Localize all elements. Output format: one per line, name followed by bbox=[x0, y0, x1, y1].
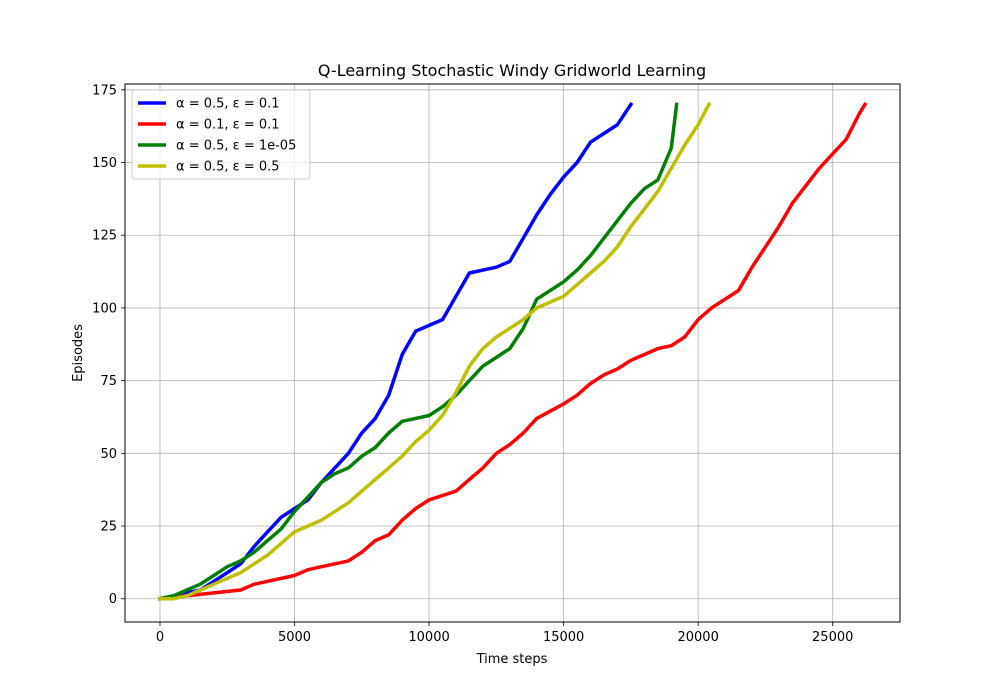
y-tick-label: 100 bbox=[92, 301, 117, 316]
x-tick-label: 5000 bbox=[278, 630, 311, 645]
series-line bbox=[158, 101, 868, 601]
legend-label: α = 0.5, ε = 0.5 bbox=[176, 160, 280, 175]
legend-label: α = 0.1, ε = 0.1 bbox=[176, 118, 280, 133]
y-tick-label: 150 bbox=[92, 156, 117, 171]
series-layer bbox=[157, 101, 868, 601]
y-tick-label: 125 bbox=[92, 229, 117, 244]
series-line bbox=[157, 102, 679, 601]
tick-layer: 0 5000 10000 15000 20000 25000 0 25 50 75 100 125 15… bbox=[92, 83, 853, 645]
x-tick-label: 10000 bbox=[408, 630, 449, 645]
y-axis-label: Episodes bbox=[71, 324, 86, 382]
y-tick-label: 75 bbox=[100, 374, 117, 389]
series-line bbox=[158, 102, 712, 601]
legend-label: α = 0.5, ε = 0.1 bbox=[176, 97, 280, 112]
legend-label: α = 0.5, ε = 1e-05 bbox=[176, 139, 296, 154]
y-tick-label: 50 bbox=[100, 447, 117, 462]
legend: α = 0.5, ε = 0.1 α = 0.1, ε = 0.1 α = 0.5,… bbox=[131, 89, 311, 180]
y-tick-label: 175 bbox=[92, 83, 117, 98]
series-line bbox=[157, 101, 634, 601]
x-axis-label: Time steps bbox=[476, 652, 548, 667]
x-tick-label: 25000 bbox=[812, 630, 853, 645]
y-tick-label: 0 bbox=[109, 592, 117, 607]
grid-layer bbox=[125, 84, 900, 622]
legend-box bbox=[131, 89, 311, 180]
chart-title: Q-Learning Stochastic Windy Gridworld Le… bbox=[318, 61, 706, 80]
y-tick-label: 25 bbox=[100, 520, 117, 535]
plot-frame bbox=[124, 83, 901, 623]
x-tick-label: 0 bbox=[156, 630, 164, 645]
x-tick-label: 20000 bbox=[677, 630, 718, 645]
x-tick-label: 15000 bbox=[543, 630, 584, 645]
